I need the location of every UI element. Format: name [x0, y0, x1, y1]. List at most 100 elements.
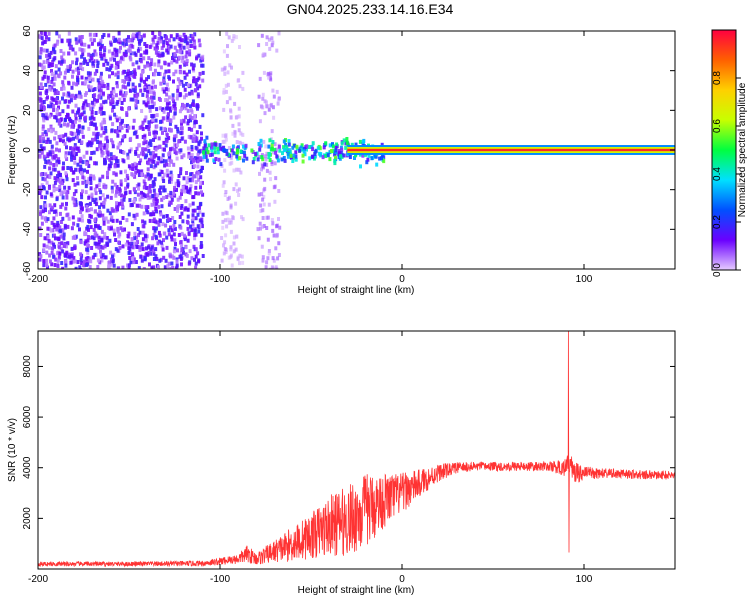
heatmap-cell — [115, 84, 119, 89]
heatmap-cell — [245, 156, 249, 161]
heatmap-cell — [96, 60, 100, 65]
heatmap-cell — [112, 154, 116, 159]
heatmap-cell — [142, 152, 146, 157]
heatmap-cell — [57, 157, 61, 162]
heatmap-cell — [194, 88, 198, 93]
heatmap-cell — [133, 231, 137, 236]
heatmap-cell — [96, 258, 100, 263]
heatmap-cell — [78, 113, 82, 118]
heatmap-cell — [240, 215, 243, 220]
heatmap-cell — [174, 124, 178, 129]
heatmap-band-core — [347, 148, 675, 152]
heatmap-cell — [167, 228, 171, 233]
heatmap-cell — [301, 159, 305, 164]
heatmap-cell — [157, 265, 160, 269]
heatmap-cell — [57, 34, 61, 39]
heatmap-cell — [39, 31, 43, 36]
heatmap-cell — [93, 199, 97, 204]
heatmap-cell — [186, 108, 190, 113]
heatmap-cell — [168, 218, 172, 222]
heatmap-cell — [121, 93, 125, 98]
heatmap-cell — [39, 172, 43, 177]
heatmap-cell — [64, 99, 68, 104]
heatmap-cell — [68, 38, 72, 43]
heatmap-cell — [86, 169, 89, 174]
heatmap-cell — [137, 186, 140, 191]
heatmap-cell — [165, 245, 169, 250]
heatmap-cell — [230, 65, 233, 70]
heatmap-cell — [93, 232, 97, 237]
heatmap-cell — [174, 181, 178, 186]
heatmap-cell — [328, 157, 332, 162]
heatmap-cell — [56, 264, 60, 268]
heatmap-cell — [270, 159, 274, 164]
heatmap-cell — [41, 176, 45, 181]
heatmap-cell — [48, 166, 52, 171]
heatmap-cell — [41, 132, 45, 137]
heatmap-cell — [194, 216, 198, 221]
heatmap-cell — [340, 141, 344, 146]
heatmap-cell — [165, 101, 169, 106]
heatmap-cell — [99, 252, 103, 257]
heatmap-cell — [145, 44, 149, 48]
heatmap-cell — [44, 160, 48, 164]
heatmap-cell — [54, 115, 58, 120]
heatmap-cell — [94, 202, 98, 207]
heatmap-cell — [59, 71, 63, 76]
heatmap-cell — [198, 205, 201, 210]
heatmap-cell — [54, 97, 58, 102]
heatmap-cell — [333, 161, 337, 166]
heatmap-cell — [294, 150, 298, 155]
heatmap-cell — [144, 140, 148, 145]
heatmap-cell — [162, 238, 165, 243]
heatmap-cell — [102, 204, 106, 209]
heatmap-cell — [84, 59, 88, 64]
heatmap-cell — [127, 164, 131, 169]
heatmap-cell — [120, 120, 124, 125]
heatmap-cell — [151, 236, 155, 241]
heatmap-cell — [189, 224, 193, 229]
heatmap-cell — [88, 213, 92, 218]
heatmap-cell — [87, 208, 91, 213]
heatmap-cell — [140, 204, 144, 209]
heatmap-cell — [109, 161, 113, 166]
heatmap-cell — [109, 195, 113, 200]
heatmap-cell — [40, 100, 44, 105]
heatmap-cell — [153, 228, 157, 233]
heatmap-cell — [190, 145, 194, 149]
heatmap-cell — [115, 185, 119, 189]
heatmap-cell — [136, 192, 140, 197]
heatmap-cell — [164, 258, 168, 263]
heatmap-cell — [99, 133, 103, 138]
heatmap-cell — [109, 138, 113, 143]
heatmap-cell — [56, 220, 60, 225]
heatmap-cell — [185, 82, 189, 86]
heatmap-cell — [128, 149, 132, 154]
heatmap-cell — [197, 53, 201, 58]
heatmap-cell — [224, 233, 228, 238]
heatmap-cell — [153, 196, 157, 201]
heatmap-cell — [114, 247, 118, 252]
heatmap-cell — [53, 43, 57, 48]
heatmap-cell — [216, 146, 220, 151]
heatmap-cell — [50, 129, 54, 134]
heatmap-cell — [72, 256, 76, 260]
heatmap-cell — [159, 35, 163, 40]
heatmap-cell — [366, 157, 370, 162]
heatmap-cell — [176, 208, 179, 213]
heatmap-cell — [83, 168, 86, 173]
heatmap-cell — [270, 143, 274, 147]
heatmap-cell — [154, 50, 158, 55]
heatmap-cell — [147, 141, 151, 146]
heatmap-cell — [183, 95, 186, 100]
heatmap-cell — [45, 48, 49, 53]
heatmap-cell — [65, 213, 69, 218]
heatmap-cell — [55, 197, 59, 202]
heatmap-cell — [158, 31, 161, 36]
heatmap-cell — [144, 147, 148, 152]
heatmap-cell — [80, 35, 84, 39]
heatmap-cell — [124, 178, 128, 182]
heatmap-cell — [190, 155, 194, 160]
heatmap-cell — [99, 88, 103, 93]
heatmap-cell — [83, 81, 87, 86]
